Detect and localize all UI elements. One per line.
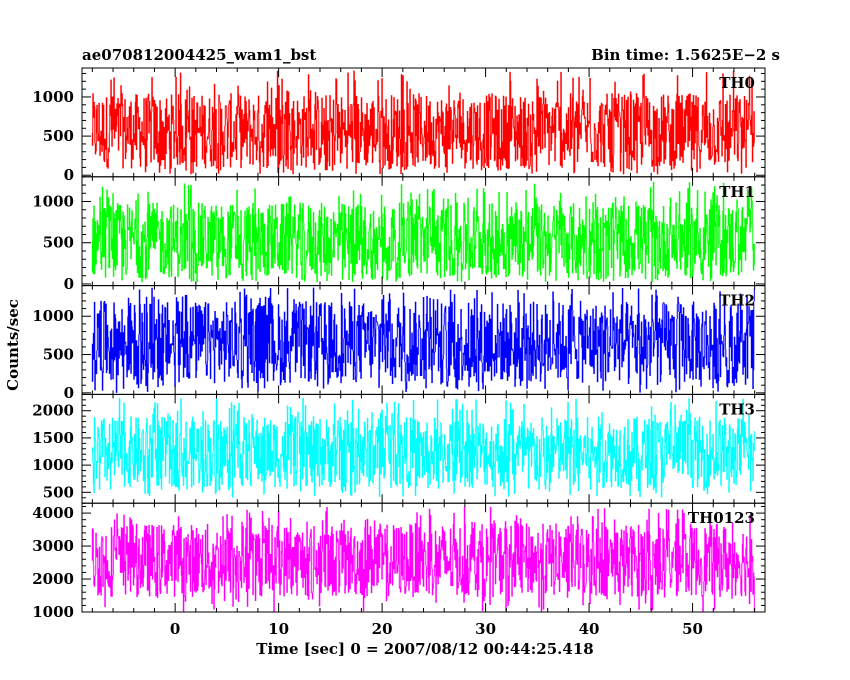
series-line-th3 bbox=[91, 398, 755, 498]
y-tick-label: 1000 bbox=[32, 307, 74, 325]
panel-label: TH2 bbox=[719, 292, 755, 310]
x-tick-label: 40 bbox=[579, 620, 600, 638]
y-tick-label: 500 bbox=[43, 346, 74, 364]
panel-label: TH0 bbox=[719, 74, 755, 92]
y-tick-label: 1000 bbox=[32, 88, 74, 106]
series-line-th0123 bbox=[91, 506, 755, 612]
panel-th0123: 1000 2000 3000 4000 TH0123 bbox=[32, 502, 766, 621]
y-tick-label: 500 bbox=[43, 483, 74, 501]
y-tick-label: 1000 bbox=[32, 603, 74, 621]
x-tick-label: 0 bbox=[170, 620, 180, 638]
y-tick-label: 500 bbox=[43, 127, 74, 145]
y-tick-label: 2000 bbox=[32, 570, 74, 588]
panel-th3: 500 1000 1500 2000 TH3 bbox=[32, 393, 766, 504]
y-tick-label: 0 bbox=[64, 275, 74, 293]
panel-th0: 0 500 1000 TH0 bbox=[32, 67, 766, 184]
y-tick-label: 500 bbox=[43, 234, 74, 252]
series-line-th2 bbox=[91, 287, 755, 393]
bin-time-label: Bin time: 1.5625E−2 s bbox=[591, 46, 780, 64]
y-tick-label: 1000 bbox=[32, 193, 74, 211]
x-tick-label: 30 bbox=[475, 620, 496, 638]
y-tick-label: 1000 bbox=[32, 456, 74, 474]
series-line-th1 bbox=[91, 181, 755, 283]
y-tick-label: 4000 bbox=[32, 504, 74, 522]
panel-th2: 0 500 1000 TH2 bbox=[32, 285, 766, 402]
y-tick-label: 3000 bbox=[32, 537, 74, 555]
panel-label: TH3 bbox=[719, 400, 755, 418]
y-tick-label: 0 bbox=[64, 384, 74, 402]
panels-group: 05001000TH005001000TH105001000TH25001000… bbox=[32, 67, 766, 638]
panel-label: TH0123 bbox=[688, 509, 755, 527]
panel-label: TH1 bbox=[719, 183, 755, 201]
x-tick-label: 20 bbox=[372, 620, 393, 638]
y-axis-label: Counts/sec bbox=[4, 299, 22, 391]
x-tick-label: 10 bbox=[268, 620, 289, 638]
y-tick-label: 0 bbox=[64, 166, 74, 184]
y-tick-label: 2000 bbox=[32, 402, 74, 420]
y-tick-label: 1500 bbox=[32, 429, 74, 447]
series-line-th0 bbox=[91, 70, 755, 175]
chart-title: ae070812004425_wam1_bst bbox=[82, 46, 316, 64]
panel-th1: 0 500 1000 TH1 bbox=[32, 176, 766, 293]
x-tick-label: 50 bbox=[682, 620, 703, 638]
x-axis-label: Time [sec] 0 = 2007/08/12 00:44:25.418 bbox=[256, 640, 593, 658]
